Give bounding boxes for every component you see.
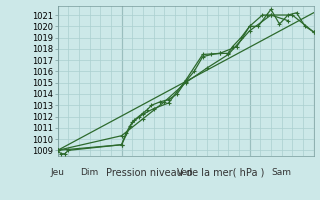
Text: Jeu: Jeu	[51, 168, 65, 177]
Text: Dim: Dim	[80, 168, 99, 177]
X-axis label: Pression niveau de la mer( hPa ): Pression niveau de la mer( hPa )	[107, 167, 265, 177]
Text: Sam: Sam	[272, 168, 292, 177]
Text: Ven: Ven	[177, 168, 194, 177]
